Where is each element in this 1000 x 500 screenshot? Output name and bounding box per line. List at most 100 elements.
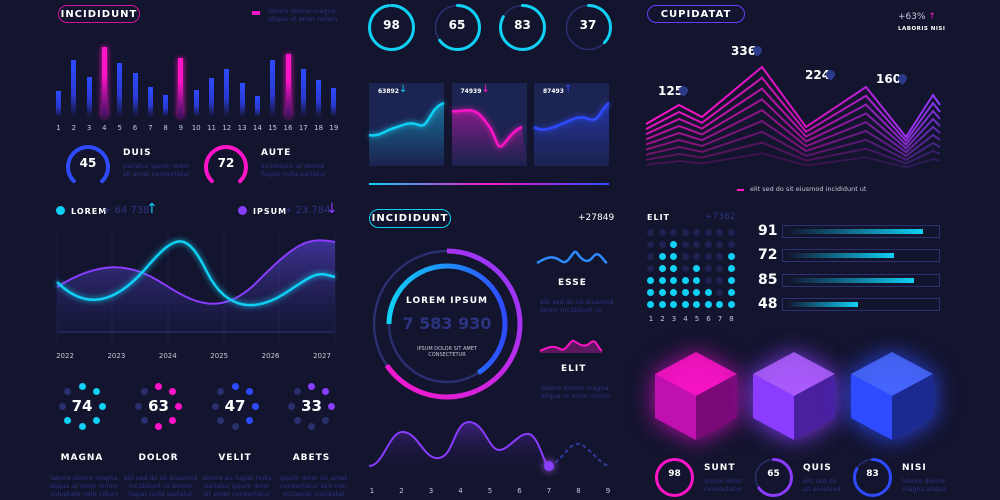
stat-value: 83 (866, 469, 879, 479)
cube-icon (851, 352, 933, 440)
dial-text: ipsum dolor sit amet (279, 474, 348, 482)
elit-title: ELIT (647, 213, 670, 222)
card-value: 63892 (378, 88, 399, 95)
gauge-title: DUIS (123, 148, 152, 158)
dial-value: 74 (71, 397, 93, 415)
gauge-title: AUTE (261, 148, 292, 158)
matrix-dot (727, 277, 735, 284)
matrix-dot (670, 241, 677, 248)
wave-tick: 7 (546, 487, 552, 495)
cube-icon (753, 352, 835, 440)
matrix-dot (647, 253, 654, 260)
bar-value: 85 (758, 271, 778, 288)
wave-tick: 3 (428, 487, 434, 495)
year-label: 2023 (107, 352, 126, 360)
matrix-dot (647, 229, 654, 236)
bar (209, 78, 214, 117)
esse-title: ESSE (558, 278, 587, 288)
bar (132, 73, 138, 117)
dial-dot (78, 422, 86, 430)
dial-dot (92, 388, 100, 396)
dial-text: pariatur ipsum dolor (203, 482, 271, 490)
matrix-dot (658, 265, 666, 272)
dial-value: 33 (301, 397, 322, 415)
peak-value: 160 (876, 72, 902, 86)
matrix-dot (670, 253, 677, 260)
sparkline-card (368, 83, 445, 166)
peak-value: 224 (805, 68, 831, 82)
dial-dot (78, 382, 86, 390)
matrix-dot (693, 301, 700, 308)
matrix-dot (727, 289, 735, 296)
bar-label: 7 (148, 124, 153, 132)
cube-icon (655, 352, 737, 440)
matrix-dot (727, 265, 735, 272)
stat-value: 98 (668, 469, 681, 479)
dial-title: MAGNA (60, 453, 104, 463)
matrix-label: 6 (706, 315, 711, 323)
dial-dot (288, 402, 295, 410)
arrow-down-icon: ↓ (326, 201, 338, 217)
matrix-dot (727, 241, 735, 248)
bar (239, 83, 245, 117)
matrix-dot (647, 241, 654, 248)
matrix-dot (681, 301, 689, 308)
ring-value: 98 (383, 18, 400, 32)
dial-dot (140, 388, 148, 396)
percent-label: LABORIS NISI (898, 26, 946, 32)
arrow-down-icon: ↓ (481, 84, 490, 95)
gauge-value: 72 (217, 156, 235, 170)
year-label: 2025 (210, 352, 229, 360)
matrix-dot (681, 265, 689, 272)
progress-fill (786, 301, 858, 307)
wave-area-chart (56, 232, 336, 342)
dial-dot (140, 416, 148, 424)
bar (56, 91, 61, 117)
dial-dot (245, 416, 253, 424)
divider (369, 183, 609, 185)
bar (285, 54, 291, 117)
dial-dot (231, 422, 239, 430)
bar-value: 48 (758, 295, 778, 312)
dial-dot (245, 388, 253, 396)
matrix-dot (704, 277, 712, 284)
bar-label: 12 (222, 124, 232, 132)
progress-track (782, 273, 940, 287)
matrix-dot (727, 253, 735, 260)
bar-label: 3 (86, 124, 92, 132)
dial-dot (293, 388, 301, 396)
bar-label: 14 (252, 124, 262, 132)
ipsum-series (57, 240, 335, 332)
bar-label: 5 (117, 124, 122, 132)
matrix-dot (681, 253, 689, 260)
wave-tick: 4 (458, 487, 463, 495)
ring-value: 37 (579, 18, 597, 32)
bar-label: 15 (268, 124, 278, 132)
arrow-down-icon: ↓ (399, 84, 408, 95)
dial-dot (155, 422, 162, 430)
matrix-dot (716, 277, 723, 284)
bar-label: 19 (329, 124, 339, 132)
gauge-text: fugiat nulla pariatur (261, 170, 326, 178)
matrix-dot (693, 265, 700, 272)
progress-ring (564, 4, 612, 51)
stat-ring (655, 458, 694, 497)
incididunt-pill[interactable]: INCIDIDUNT (58, 5, 140, 23)
matrix-dot (647, 301, 654, 308)
matrix-label: 7 (717, 315, 723, 323)
incididunt-pill-2[interactable]: INCIDIDUNT (369, 209, 451, 228)
bar-label: 1 (56, 124, 61, 132)
gauge-ring (66, 145, 110, 189)
stat-text: elit sed do (803, 477, 837, 485)
current-point (544, 461, 554, 471)
dial-dot (217, 388, 225, 396)
count-value: +27849 (578, 213, 615, 223)
bar-label: 11 (207, 124, 216, 132)
cupidatat-pill[interactable]: CUPIDATAT (647, 5, 745, 23)
lorem-value: + 64 738 (103, 205, 150, 216)
elit-title: ELIT (561, 364, 587, 374)
bar (316, 80, 322, 117)
sparkline-card (533, 83, 610, 166)
ipsum-dot (238, 206, 247, 215)
gauge-ring (204, 145, 249, 189)
